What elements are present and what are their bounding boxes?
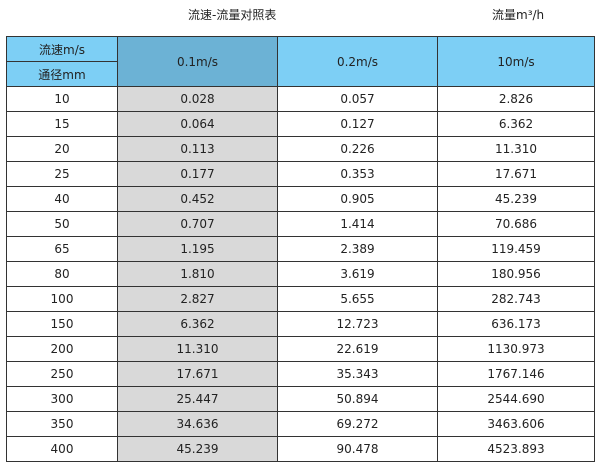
flow-cell: 6.362 — [117, 311, 278, 337]
flow-cell: 3.619 — [277, 261, 438, 287]
flow-cell: 1.195 — [117, 236, 278, 262]
flow-cell: 4523.893 — [437, 436, 595, 462]
flow-cell: 34.636 — [117, 411, 278, 437]
diameter-header: 通径mm — [6, 61, 118, 87]
diameter-cell: 300 — [6, 386, 118, 412]
flow-cell: 3463.606 — [437, 411, 595, 437]
table-row: 150 6.362 12.723 636.173 — [6, 311, 595, 337]
diameter-cell: 50 — [6, 211, 118, 237]
diameter-cell: 20 — [6, 136, 118, 162]
flow-cell: 5.655 — [277, 286, 438, 312]
flow-cell: 17.671 — [117, 361, 278, 387]
table-row: 250 17.671 35.343 1767.146 — [6, 361, 595, 387]
flow-cell: 0.057 — [277, 86, 438, 112]
flow-cell: 50.894 — [277, 386, 438, 412]
flow-cell: 70.686 — [437, 211, 595, 237]
flow-cell: 0.064 — [117, 111, 278, 137]
flow-cell: 1.810 — [117, 261, 278, 287]
flow-cell: 11.310 — [437, 136, 595, 162]
flow-cell: 0.353 — [277, 161, 438, 187]
table-row: 300 25.447 50.894 2544.690 — [6, 386, 595, 412]
table-row: 15 0.064 0.127 6.362 — [6, 111, 595, 137]
col-header: 0.2m/s — [277, 36, 438, 87]
flow-cell: 2.826 — [437, 86, 595, 112]
table-row: 100 2.827 5.655 282.743 — [6, 286, 595, 312]
diameter-cell: 200 — [6, 336, 118, 362]
flow-cell: 22.619 — [277, 336, 438, 362]
flow-cell: 2.827 — [117, 286, 278, 312]
diameter-cell: 150 — [6, 311, 118, 337]
diameter-cell: 400 — [6, 436, 118, 462]
flow-cell: 119.459 — [437, 236, 595, 262]
flow-cell: 282.743 — [437, 286, 595, 312]
diameter-cell: 100 — [6, 286, 118, 312]
diameter-cell: 350 — [6, 411, 118, 437]
col-header: 10m/s — [437, 36, 595, 87]
flow-cell: 35.343 — [277, 361, 438, 387]
unit-label: 流量m³/h — [492, 8, 545, 22]
flow-cell: 1130.973 — [437, 336, 595, 362]
flow-cell: 11.310 — [117, 336, 278, 362]
flow-cell: 0.113 — [117, 136, 278, 162]
flow-cell: 0.452 — [117, 186, 278, 212]
flow-cell: 636.173 — [437, 311, 595, 337]
flow-cell: 17.671 — [437, 161, 595, 187]
diameter-cell: 15 — [6, 111, 118, 137]
table-row: 65 1.195 2.389 119.459 — [6, 236, 595, 262]
flow-cell: 90.478 — [277, 436, 438, 462]
col-header: 0.1m/s — [117, 36, 278, 87]
flow-cell: 12.723 — [277, 311, 438, 337]
table-row: 80 1.810 3.619 180.956 — [6, 261, 595, 287]
flow-cell: 0.905 — [277, 186, 438, 212]
diameter-cell: 250 — [6, 361, 118, 387]
flow-cell: 1.414 — [277, 211, 438, 237]
flow-table: 流速m/s 0.1m/s 0.2m/s 10m/s 通径mm 10 0.028 0.… — [6, 36, 595, 462]
diameter-cell: 65 — [6, 236, 118, 262]
flow-cell: 69.272 — [277, 411, 438, 437]
table-row: 10 0.028 0.057 2.826 — [6, 86, 595, 112]
flow-cell: 180.956 — [437, 261, 595, 287]
diameter-cell: 40 — [6, 186, 118, 212]
table-row: 200 11.310 22.619 1130.973 — [6, 336, 595, 362]
diameter-cell: 10 — [6, 86, 118, 112]
flow-cell: 0.707 — [117, 211, 278, 237]
table-row: 50 0.707 1.414 70.686 — [6, 211, 595, 237]
table-row: 350 34.636 69.272 3463.606 — [6, 411, 595, 437]
flow-cell: 0.127 — [277, 111, 438, 137]
flow-cell: 0.028 — [117, 86, 278, 112]
flow-cell: 45.239 — [437, 186, 595, 212]
flow-cell: 0.177 — [117, 161, 278, 187]
flow-cell: 25.447 — [117, 386, 278, 412]
diameter-cell: 80 — [6, 261, 118, 287]
flow-cell: 6.362 — [437, 111, 595, 137]
flow-cell: 2.389 — [277, 236, 438, 262]
velocity-header: 流速m/s — [6, 36, 118, 62]
flow-cell: 1767.146 — [437, 361, 595, 387]
flow-cell: 45.239 — [117, 436, 278, 462]
table-row: 40 0.452 0.905 45.239 — [6, 186, 595, 212]
table-title: 流速-流量对照表 — [188, 8, 277, 22]
table-row: 400 45.239 90.478 4523.893 — [6, 436, 595, 462]
flow-cell: 0.226 — [277, 136, 438, 162]
table-row: 25 0.177 0.353 17.671 — [6, 161, 595, 187]
diameter-cell: 25 — [6, 161, 118, 187]
table-row: 20 0.113 0.226 11.310 — [6, 136, 595, 162]
flow-cell: 2544.690 — [437, 386, 595, 412]
